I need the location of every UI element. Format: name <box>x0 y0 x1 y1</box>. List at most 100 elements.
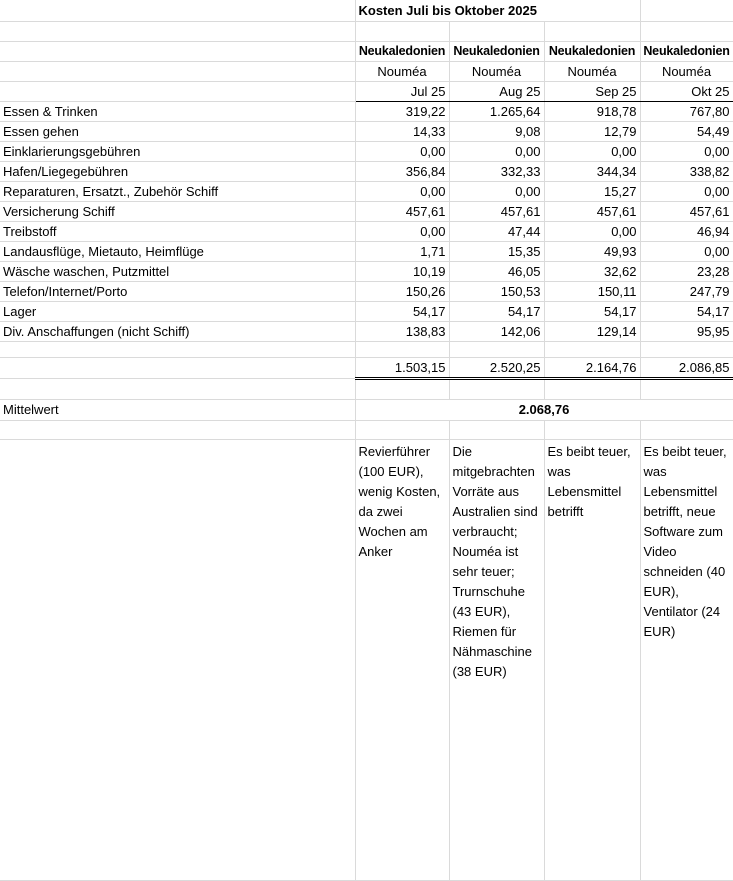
cost-value: 54,49 <box>640 121 733 142</box>
empty-cell <box>640 21 733 42</box>
sheet-row: Essen & Trinken 319,22 1.265,64 918,78 767,8… <box>0 101 733 122</box>
sheet-row: Einklarierungsgebühren 0,00 0,00 0,00 0,00 <box>0 141 733 162</box>
city-header: Nouméa <box>640 61 733 82</box>
cost-value: 457,61 <box>355 201 450 222</box>
month-header: Jul 25 <box>355 81 450 102</box>
empty-cell <box>449 378 545 400</box>
total-value: 1.503,15 <box>355 357 450 380</box>
cost-value: 54,17 <box>640 301 733 322</box>
empty-cell <box>355 341 450 358</box>
cost-value: 344,34 <box>544 161 641 182</box>
cost-value: 247,79 <box>640 281 733 302</box>
empty-cell <box>0 81 356 102</box>
sheet-row: Reparaturen, Ersatzt., Zubehör Schiff 0,0… <box>0 181 733 202</box>
sheet-row: Revierführer (100 EUR), wenig Kosten, da… <box>0 439 733 881</box>
empty-cell <box>355 21 450 42</box>
cost-value: 0,00 <box>449 141 545 162</box>
cost-value: 54,17 <box>355 301 450 322</box>
sheet-row: Neukaledonien Neukaledonien Neukaledonien N… <box>0 41 733 62</box>
cost-value: 54,17 <box>544 301 641 322</box>
cost-value: 15,35 <box>449 241 545 262</box>
empty-cell <box>640 0 733 22</box>
sheet-row: Versicherung Schiff 457,61 457,61 457,61 457… <box>0 201 733 222</box>
empty-cell <box>640 420 733 440</box>
cost-value: 457,61 <box>449 201 545 222</box>
sheet-row: 1.503,15 2.520,25 2.164,76 2.086,85 <box>0 357 733 380</box>
cost-value: 1.265,64 <box>449 101 545 122</box>
empty-cell <box>355 378 450 400</box>
sheet-row: Mittelwert 2.068,76 <box>0 399 733 421</box>
cost-value: 150,11 <box>544 281 641 302</box>
month-header: Okt 25 <box>640 81 733 102</box>
cost-value: 142,06 <box>449 321 545 342</box>
row-label: Treibstoff <box>0 221 356 242</box>
row-label: Lager <box>0 301 356 322</box>
sheet-row <box>0 420 733 440</box>
empty-cell <box>0 341 356 358</box>
empty-cell <box>355 420 450 440</box>
empty-cell <box>0 420 356 440</box>
cost-value: 0,00 <box>640 181 733 202</box>
empty-cell <box>544 21 641 42</box>
sheet-row: Hafen/Liegegebühren 356,84 332,33 344,34 338… <box>0 161 733 182</box>
cost-value: 54,17 <box>449 301 545 322</box>
empty-cell <box>449 420 545 440</box>
empty-cell <box>0 21 356 42</box>
empty-cell <box>449 21 545 42</box>
cost-value: 47,44 <box>449 221 545 242</box>
sheet-row: Div. Anschaffungen (nicht Schiff) 138,83 1… <box>0 321 733 342</box>
empty-cell <box>640 378 733 400</box>
cost-value: 338,82 <box>640 161 733 182</box>
empty-cell <box>0 61 356 82</box>
cost-value: 23,28 <box>640 261 733 282</box>
cost-value: 767,80 <box>640 101 733 122</box>
empty-cell <box>0 439 356 881</box>
cost-value: 150,26 <box>355 281 450 302</box>
average-value: 2.068,76 <box>355 399 733 421</box>
month-comment: Es beibt teuer, was Lebensmittel betriff… <box>544 439 641 881</box>
total-value: 2.086,85 <box>640 357 733 380</box>
row-label: Einklarierungsgebühren <box>0 141 356 162</box>
sheet-row: Telefon/Internet/Porto 150,26 150,53 150,11… <box>0 281 733 302</box>
cost-value: 32,62 <box>544 261 641 282</box>
average-label: Mittelwert <box>0 399 356 421</box>
row-label: Versicherung Schiff <box>0 201 356 222</box>
row-label: Hafen/Liegegebühren <box>0 161 356 182</box>
total-value: 2.520,25 <box>449 357 545 380</box>
cost-value: 1,71 <box>355 241 450 262</box>
empty-cell <box>544 378 641 400</box>
cost-value: 0,00 <box>355 141 450 162</box>
cost-value: 150,53 <box>449 281 545 302</box>
row-label: Reparaturen, Ersatzt., Zubehör Schiff <box>0 181 356 202</box>
cost-value: 918,78 <box>544 101 641 122</box>
sheet-row: Landausflüge, Mietauto, Heimflüge 1,71 15,… <box>0 241 733 262</box>
sheet-row <box>0 378 733 400</box>
row-label: Telefon/Internet/Porto <box>0 281 356 302</box>
city-header: Nouméa <box>355 61 450 82</box>
cost-value: 138,83 <box>355 321 450 342</box>
cost-value: 14,33 <box>355 121 450 142</box>
row-label: Div. Anschaffungen (nicht Schiff) <box>0 321 356 342</box>
empty-cell <box>544 341 641 358</box>
city-header: Nouméa <box>449 61 545 82</box>
cost-value: 0,00 <box>544 141 641 162</box>
month-header: Sep 25 <box>544 81 641 102</box>
empty-cell <box>0 41 356 62</box>
month-header: Aug 25 <box>449 81 545 102</box>
month-comment: Es beibt teuer, was Lebensmittel betriff… <box>640 439 733 881</box>
city-header: Nouméa <box>544 61 641 82</box>
sheet-row: Essen gehen 14,33 9,08 12,79 54,49 <box>0 121 733 142</box>
sheet-row: Wäsche waschen, Putzmittel 10,19 46,05 32,6… <box>0 261 733 282</box>
cost-value: 0,00 <box>544 221 641 242</box>
cost-value: 0,00 <box>355 221 450 242</box>
cost-value: 129,14 <box>544 321 641 342</box>
cost-value: 457,61 <box>544 201 641 222</box>
empty-cell <box>0 357 356 379</box>
sheet-title: Kosten Juli bis Oktober 2025 <box>355 0 641 22</box>
empty-cell <box>0 0 356 22</box>
cost-value: 332,33 <box>449 161 545 182</box>
cost-value: 46,05 <box>449 261 545 282</box>
row-label: Essen & Trinken <box>0 101 356 122</box>
